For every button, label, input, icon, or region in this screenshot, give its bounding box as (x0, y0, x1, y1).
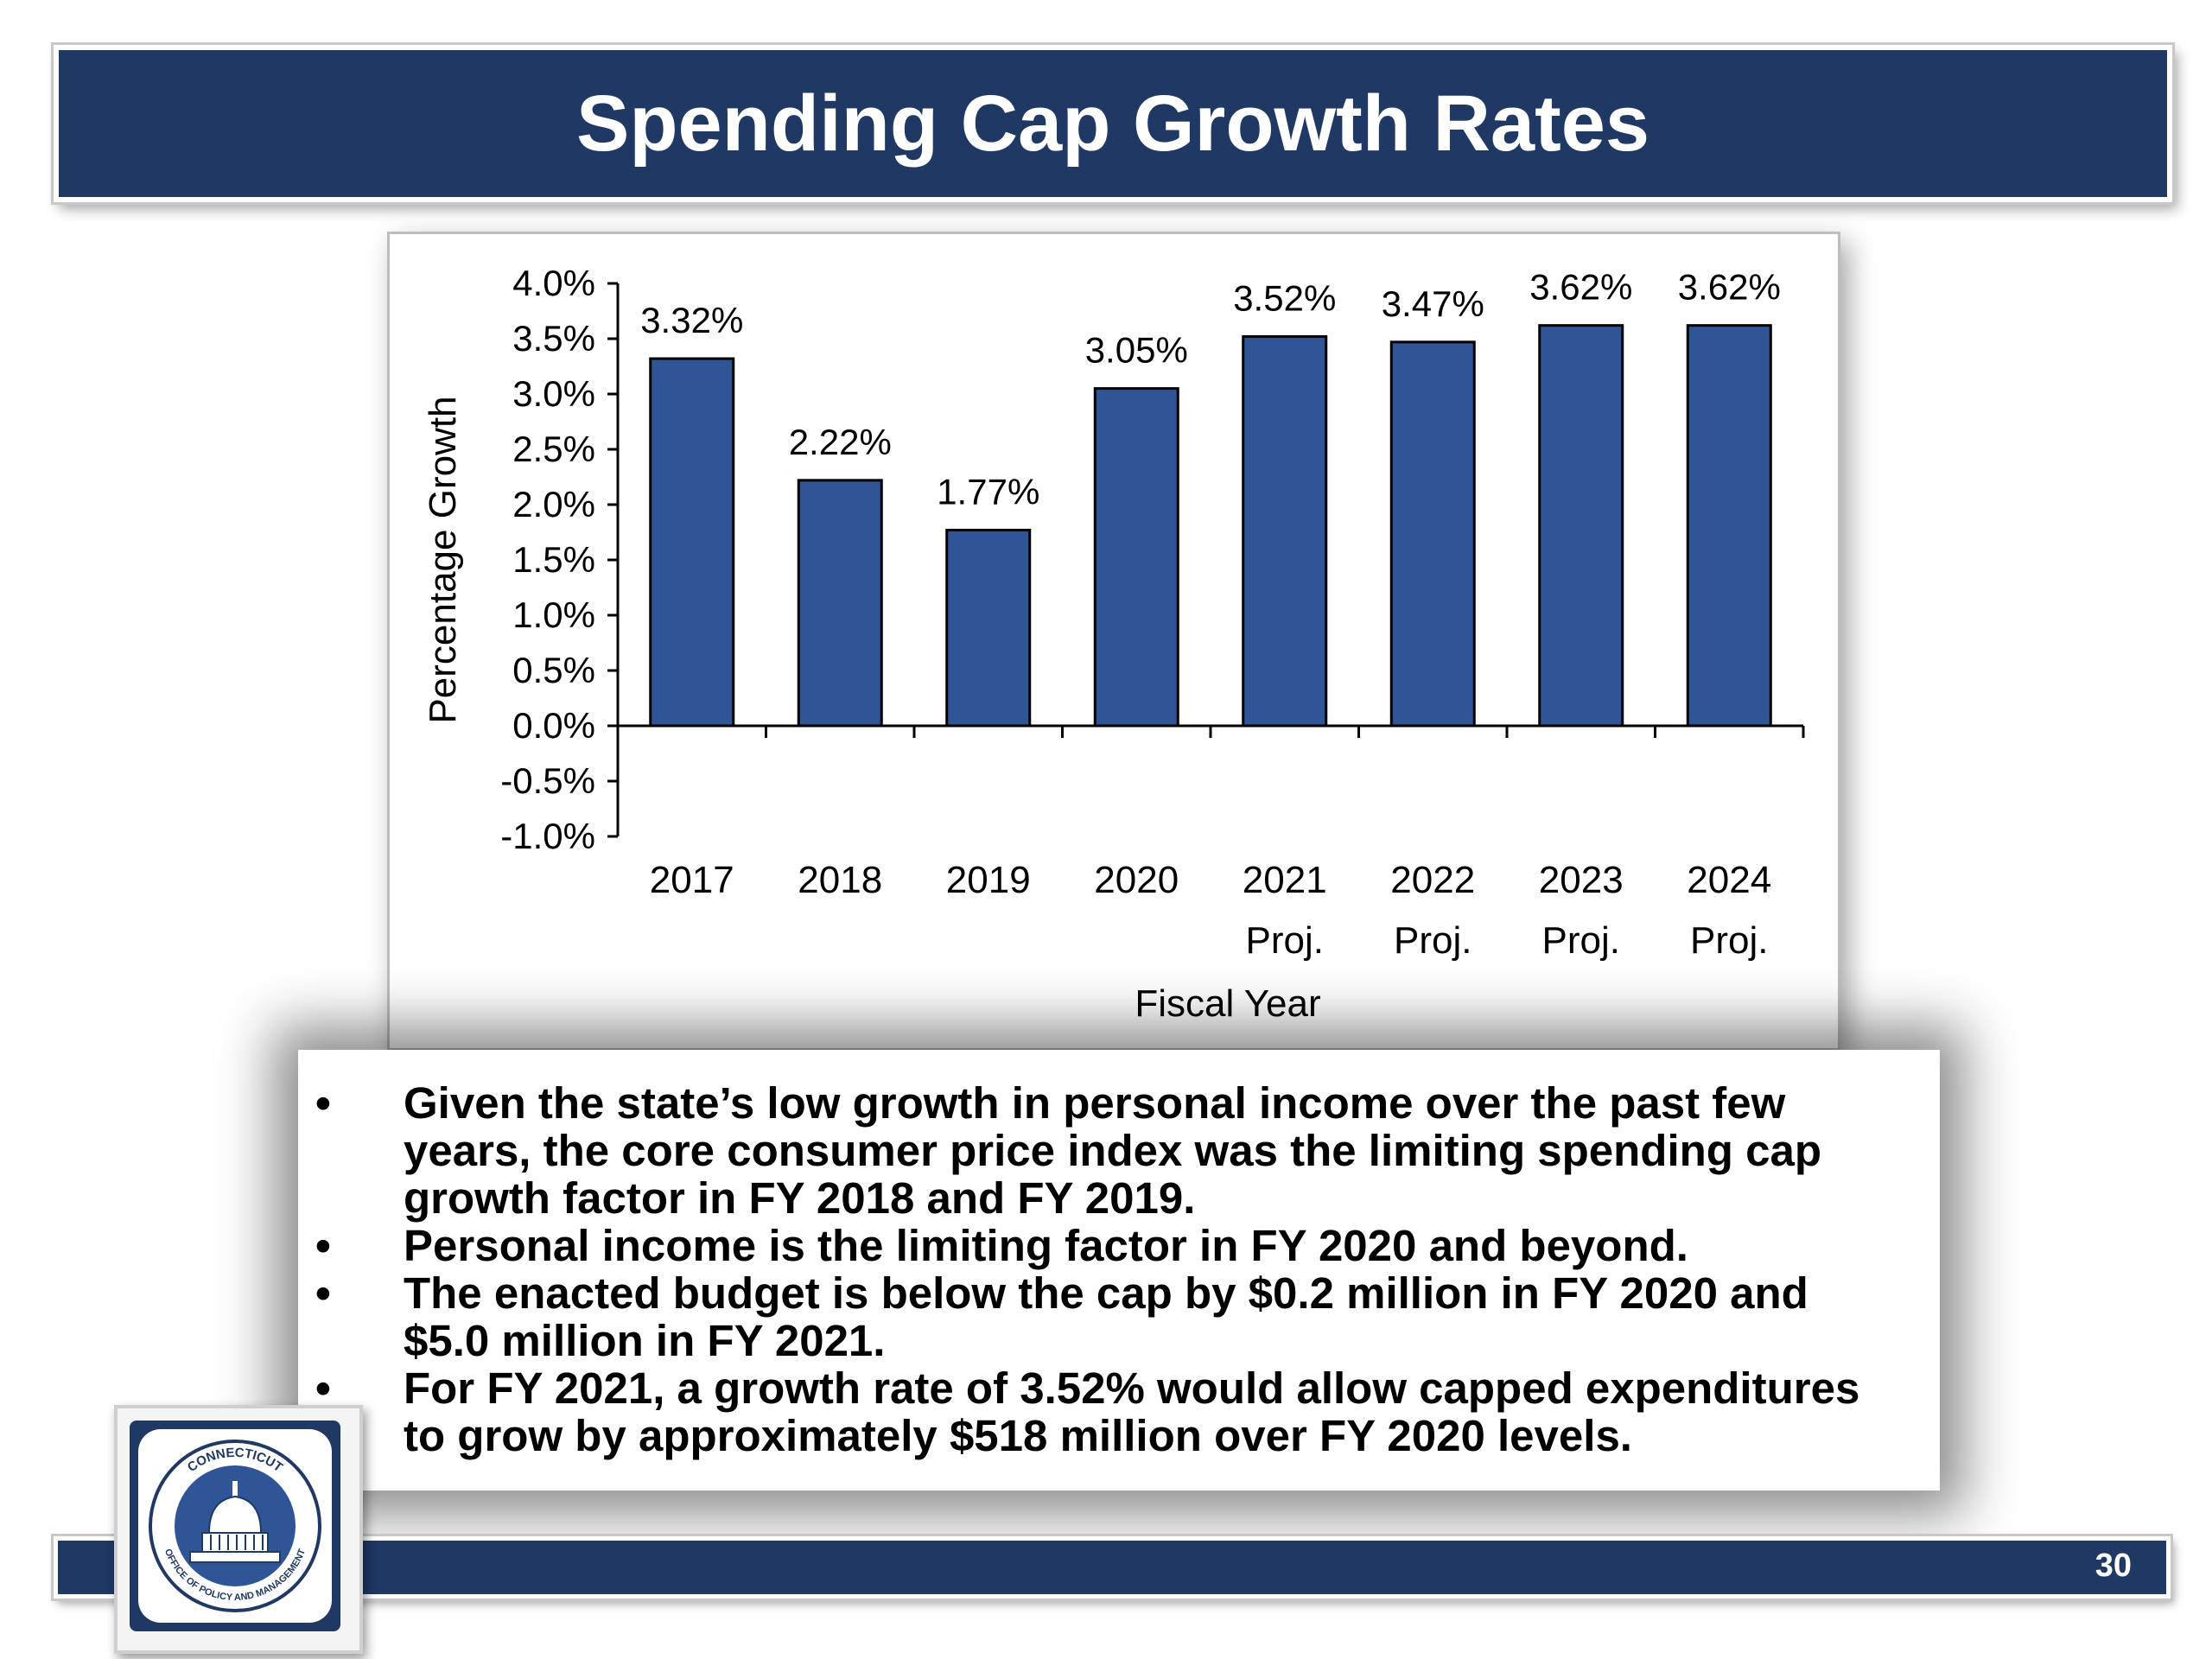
title-banner: Spending Cap Growth Rates (54, 45, 2172, 202)
bullet-text: The enacted budget is below the cap by $… (404, 1268, 1808, 1365)
y-tick-label: 4.0% (512, 263, 595, 303)
y-tick-label: -0.5% (500, 760, 595, 801)
x-tick-label: 2023 (1539, 859, 1624, 901)
data-label: 3.52% (1233, 277, 1336, 318)
chart-panel: 4.0% 3.5% 3.0% 2.5% 2.0% 1.5% 1.0% 0.5% 0.0% -0.5… (387, 232, 1840, 1051)
bar (1538, 324, 1624, 728)
bar-chart: 4.0% 3.5% 3.0% 2.5% 2.0% 1.5% 1.0% 0.5% 0.0% -0.5… (422, 263, 1805, 1025)
y-tick-label: 2.0% (512, 484, 595, 524)
x-tick-label: Proj. (1690, 919, 1768, 962)
bar (797, 479, 883, 728)
bullet-marker: • (315, 1363, 331, 1413)
bullet-marker: • (315, 1078, 331, 1128)
x-tick-label: Proj. (1246, 919, 1324, 962)
y-tick-label: 0.5% (512, 650, 595, 690)
data-label: 3.62% (1678, 267, 1781, 308)
slide-title: Spending Cap Growth Rates (575, 79, 1650, 168)
bar (945, 528, 1032, 728)
data-label: 3.62% (1529, 267, 1632, 308)
bullet-text: Given the state’s low growth in personal… (404, 1078, 1821, 1223)
bullet-marker: • (315, 1268, 331, 1318)
x-tick-label: 2022 (1390, 859, 1475, 901)
notes-panel: • Given the state’s low growth in person… (298, 1050, 1940, 1491)
bullet-text: For FY 2021, a growth rate of 3.52% woul… (404, 1363, 1860, 1460)
data-label: 3.47% (1382, 283, 1484, 324)
x-tick-label: Proj. (1394, 919, 1471, 962)
data-label: 2.22% (789, 422, 892, 462)
x-tick-label: Proj. (1542, 919, 1620, 962)
bullet-text: Personal income is the limiting factor i… (404, 1221, 1688, 1270)
y-tick-label: 2.5% (512, 429, 595, 469)
logo: CONNECTICUT OFFICE OF POLICY AND MANAGEM… (114, 1405, 363, 1654)
data-label: 3.05% (1085, 330, 1188, 371)
x-tick-label: 2020 (1094, 859, 1179, 901)
bar (1093, 387, 1179, 728)
bar (1389, 340, 1476, 728)
x-tick-label: 2019 (946, 859, 1031, 901)
x-tick-label: 2017 (650, 859, 734, 901)
y-axis-title: Percentage Growth (422, 396, 464, 723)
data-label: 1.77% (937, 471, 1039, 512)
bullet-marker: • (315, 1221, 331, 1270)
footer-bar: 30 (54, 1536, 2171, 1599)
y-tick-label: 0.0% (512, 705, 595, 746)
x-axis-title: Fiscal Year (1135, 982, 1320, 1025)
x-tick-label: 2018 (798, 859, 882, 901)
y-tick-label: 3.5% (512, 318, 595, 359)
y-tick-label: 3.0% (512, 373, 595, 414)
page-number: 30 (2094, 1548, 2132, 1584)
y-tick-label: -1.0% (500, 816, 595, 856)
y-tick-label: 1.0% (512, 594, 595, 635)
bar (1242, 334, 1328, 728)
data-label: 3.32% (640, 300, 743, 340)
x-tick-label: 2021 (1243, 859, 1327, 901)
x-tick-label: 2024 (1687, 859, 1771, 901)
state-capitol-dome-seal-icon: CONNECTICUT OFFICE OF POLICY AND MANAGEM… (138, 1429, 332, 1623)
bar (649, 357, 735, 728)
bar (1686, 324, 1772, 728)
y-tick-label: 1.5% (512, 539, 595, 580)
